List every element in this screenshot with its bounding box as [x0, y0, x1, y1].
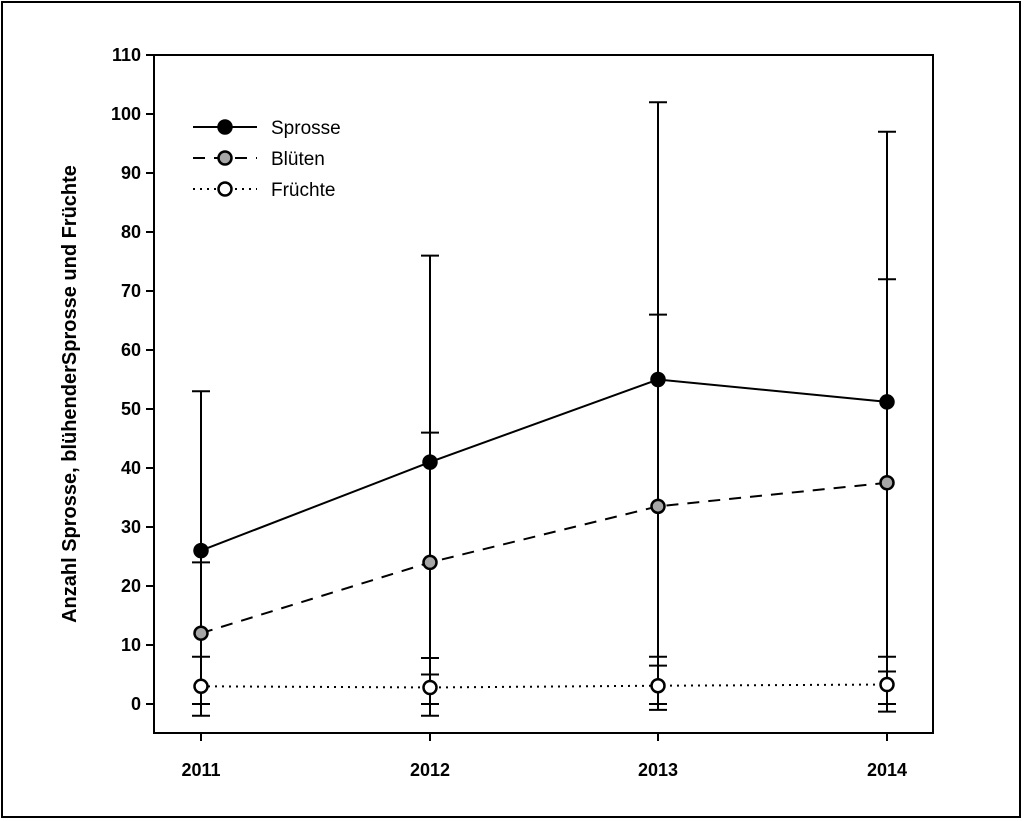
legend-label: Früchte — [271, 180, 335, 201]
y-axis-label: Anzahl Sprosse, blühenderSprosse und Frü… — [59, 165, 81, 623]
series-früchte — [192, 655, 896, 717]
y-tick-label: 100 — [111, 104, 141, 124]
x-tick-label: 2012 — [410, 760, 450, 780]
y-axis: 0 10 20 30 40 50 60 70 80 90 100 110 — [111, 45, 154, 714]
legend: Sprosse Blüten Früchte — [193, 118, 341, 201]
data-point — [422, 679, 438, 696]
y-tick-label: 40 — [121, 458, 141, 478]
series-line — [200, 683, 888, 689]
data-point — [193, 542, 209, 559]
legend-marker — [217, 119, 233, 135]
y-tick-label: 10 — [121, 635, 141, 655]
y-tick-label: 110 — [112, 45, 141, 65]
y-tick-label: 20 — [121, 576, 141, 596]
data-point — [193, 625, 209, 641]
x-tick-label: 2013 — [638, 760, 678, 780]
plot-area — [153, 54, 934, 734]
y-tick-label: 60 — [121, 340, 141, 360]
data-point — [422, 554, 438, 571]
y-tick-label: 70 — [121, 281, 141, 301]
y-tick-label: 90 — [121, 163, 141, 183]
data-point — [879, 676, 895, 693]
x-axis: 2011 2012 2013 2014 — [181, 733, 907, 780]
x-tick-label: 2011 — [181, 760, 220, 780]
series-blüten — [192, 278, 896, 705]
y-tick-label: 80 — [121, 222, 141, 242]
series-line — [200, 378, 888, 552]
y-tick-label: 30 — [121, 517, 141, 537]
legend-marker — [217, 181, 233, 197]
data-point — [193, 678, 209, 695]
legend-label: Blüten — [271, 149, 325, 170]
x-tick-label: 2014 — [867, 760, 907, 780]
series-group — [192, 101, 896, 717]
data-point — [879, 475, 895, 491]
data-point — [650, 677, 666, 694]
data-point — [650, 498, 666, 515]
legend-label: Sprosse — [271, 118, 341, 139]
y-tick-label: 50 — [121, 399, 141, 419]
series-line — [200, 481, 888, 635]
y-tick-label: 0 — [131, 694, 141, 714]
legend-marker — [217, 150, 233, 166]
